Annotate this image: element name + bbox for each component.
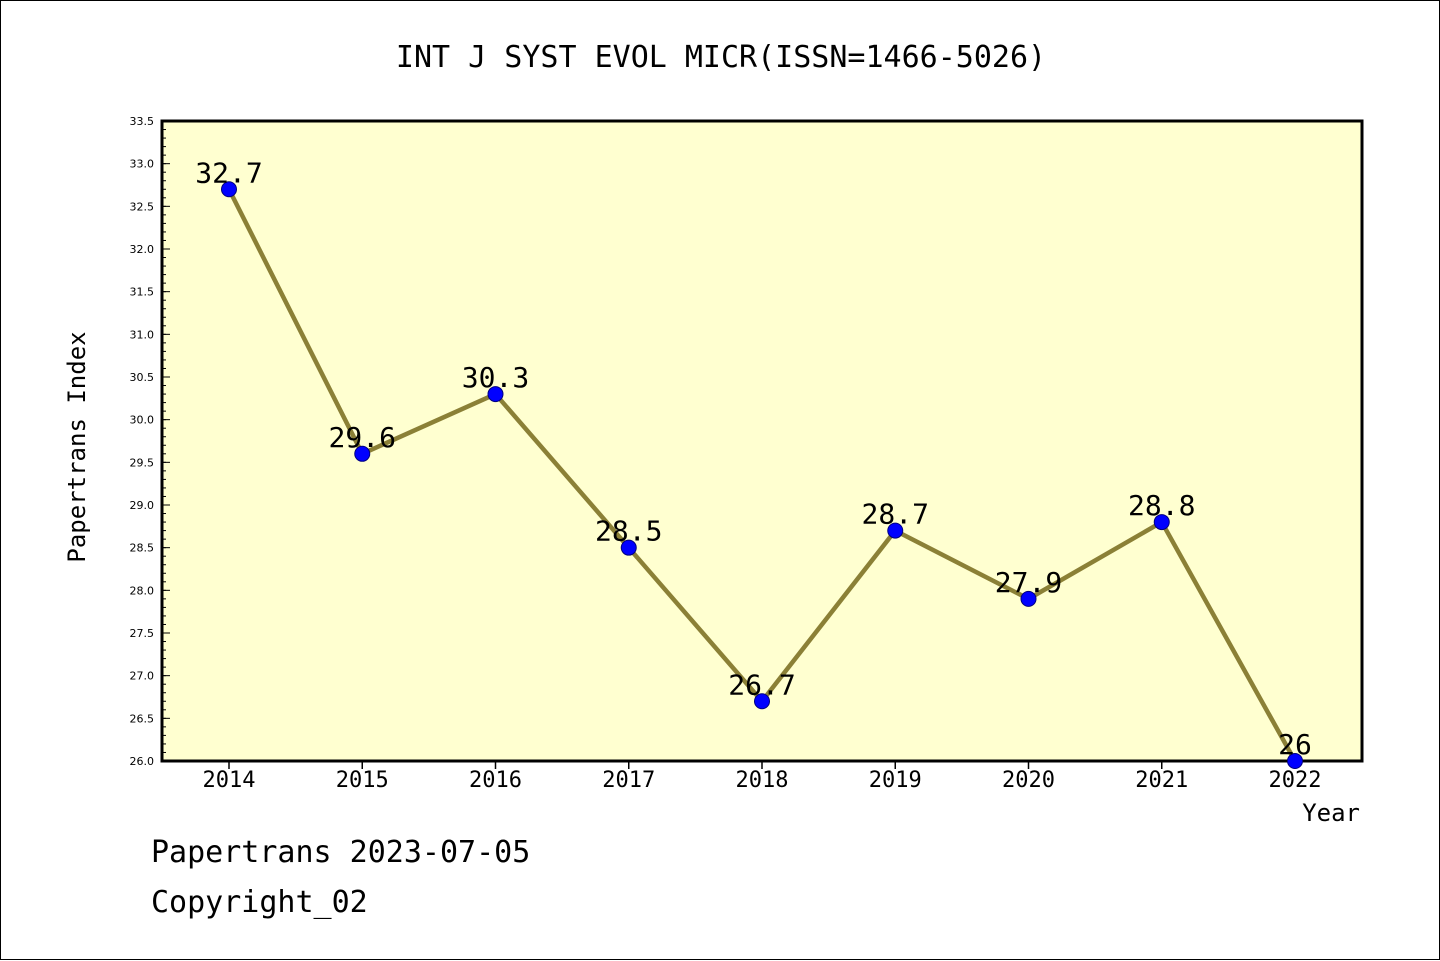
plot-area xyxy=(160,119,1364,763)
y-tick-label: 26.5 xyxy=(130,712,155,725)
x-tick-label: 2019 xyxy=(869,768,922,793)
y-tick-label: 32.5 xyxy=(130,200,155,213)
x-axis-label: Year xyxy=(1302,799,1360,827)
y-tick-label: 29.0 xyxy=(130,499,155,512)
y-tick-label: 33.5 xyxy=(130,115,155,128)
data-label: 28.7 xyxy=(862,498,929,531)
y-tick-label: 26.0 xyxy=(130,755,155,768)
y-axis-ticks: 26.0 26.5 27.0 27.5 28.0 28.5 29.0 29.5 30.0 30.5… xyxy=(130,115,170,768)
x-tick-label: 2022 xyxy=(1269,768,1322,793)
x-tick-label: 2017 xyxy=(602,768,655,793)
x-tick-label: 2016 xyxy=(469,768,522,793)
y-tick-label: 27.5 xyxy=(130,627,155,640)
x-axis-ticks: 2014 2015 2016 2017 2018 2019 2020 2021 2022 xyxy=(203,761,1322,793)
data-point xyxy=(620,539,637,556)
footer-copyright: Copyright_02 xyxy=(151,885,368,920)
data-labels: 32.7 29.6 30.3 28.5 26.7 28.7 27.9 28.8 26 xyxy=(195,156,1312,761)
data-label: 26 xyxy=(1278,728,1312,761)
data-label: 28.8 xyxy=(1128,489,1195,522)
y-tick-label: 33.0 xyxy=(130,158,155,171)
data-points xyxy=(221,181,1303,769)
data-point xyxy=(1020,590,1037,607)
y-tick-label: 30.0 xyxy=(130,414,155,427)
footer-date: Papertrans 2023-07-05 xyxy=(151,835,531,870)
data-label: 30.3 xyxy=(462,361,529,394)
data-point xyxy=(1153,514,1170,531)
y-tick-label: 31.0 xyxy=(130,328,155,341)
data-label: 28.5 xyxy=(595,515,662,548)
data-point xyxy=(887,522,904,539)
data-point xyxy=(1287,753,1303,769)
y-tick-label: 30.5 xyxy=(130,371,155,384)
data-point xyxy=(354,445,371,462)
data-label: 32.7 xyxy=(195,156,262,189)
y-tick-label: 32.0 xyxy=(130,243,155,256)
y-tick-label: 28.0 xyxy=(130,584,155,597)
data-point xyxy=(221,181,237,198)
data-label: 27.9 xyxy=(995,566,1062,599)
x-tick-label: 2018 xyxy=(736,768,789,793)
y-tick-label: 31.5 xyxy=(130,286,155,299)
data-label: 29.6 xyxy=(329,421,396,454)
x-tick-label: 2015 xyxy=(336,768,389,793)
data-label: 26.7 xyxy=(728,668,795,701)
y-tick-label: 29.5 xyxy=(130,456,155,469)
data-point xyxy=(754,693,770,710)
chart-title: INT J SYST EVOL MICR(ISSN=1466-5026) xyxy=(396,40,1046,75)
x-tick-label: 2014 xyxy=(203,768,256,793)
data-point xyxy=(487,386,504,403)
y-tick-label: 27.0 xyxy=(130,670,155,683)
x-tick-label: 2020 xyxy=(1002,768,1055,793)
y-axis-label: Papertrans Index xyxy=(63,331,91,562)
y-tick-label: 28.5 xyxy=(130,542,155,555)
x-tick-label: 2021 xyxy=(1135,768,1188,793)
